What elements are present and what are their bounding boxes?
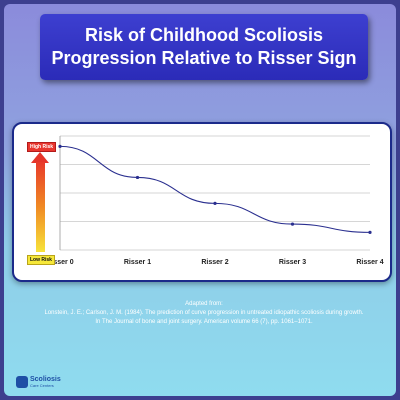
title-line-2: Progression Relative to Risser Sign bbox=[51, 48, 357, 68]
data-point bbox=[368, 230, 372, 234]
logo-subname: Care Centers bbox=[30, 383, 54, 388]
x-tick-label: Risser 3 bbox=[279, 259, 306, 266]
series-line bbox=[59, 145, 371, 233]
source-journal: In The Journal of bone and joint surgery… bbox=[95, 319, 313, 325]
data-point bbox=[213, 201, 217, 205]
data-point bbox=[135, 175, 140, 180]
x-tick-label: Risser 2 bbox=[201, 259, 228, 266]
high-risk-label: High Risk bbox=[27, 142, 57, 152]
infographic-frame: Risk of Childhood Scoliosis Progression … bbox=[4, 4, 396, 396]
logo-name: Scoliosis bbox=[30, 376, 61, 383]
data-point bbox=[58, 144, 62, 148]
risk-arrow-head bbox=[31, 152, 49, 163]
spine-logo-icon bbox=[16, 376, 28, 388]
risk-arrow-icon bbox=[36, 162, 45, 252]
source-authors: Lonstein, J. E.; Carlson, J. M. (1984). … bbox=[44, 310, 364, 316]
x-tick-label: Risser 0 bbox=[46, 259, 73, 266]
source-heading: Adapted from: bbox=[185, 301, 223, 307]
title-line-1: Risk of Childhood Scoliosis bbox=[84, 25, 324, 45]
data-point bbox=[290, 222, 295, 226]
x-tick-label: Risser 4 bbox=[356, 259, 383, 266]
scoliosis-care-logo: Scoliosis Care Centers bbox=[16, 376, 61, 388]
x-tick-label: Risser 1 bbox=[124, 259, 151, 266]
title-banner: Risk of Childhood Scoliosis Progression … bbox=[40, 14, 368, 80]
chart-panel: Risser 0 Risser 1 Risser 2 Risser 3 Risser 4… bbox=[12, 122, 392, 282]
risk-line-chart: Risser 0 Risser 1 Risser 2 Risser 3 Risser 4 bbox=[46, 135, 384, 266]
source-citation: Adapted from: Lonstein, J. E.; Carlson, … bbox=[14, 300, 394, 327]
low-risk-label: Low Risk bbox=[27, 255, 55, 265]
